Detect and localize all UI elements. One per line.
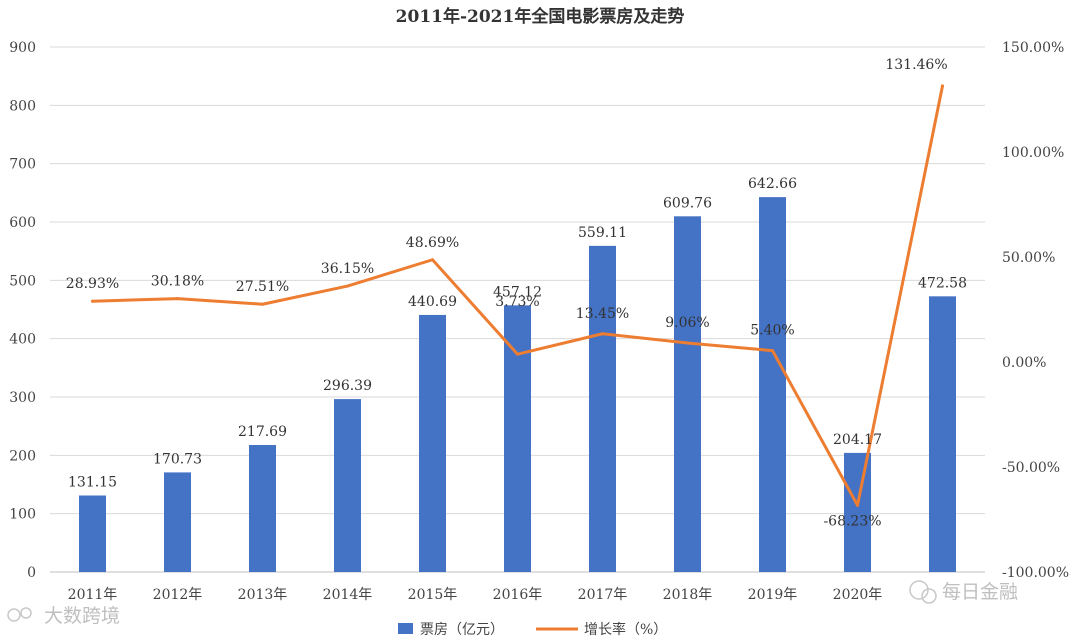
growth-rate-point (601, 332, 604, 336)
x-tick-label: 2019年 (748, 587, 798, 603)
bar-value-label: 217.69 (238, 424, 287, 440)
legend: 票房（亿元） 增长率（%） (398, 621, 667, 638)
growth-rate-label: 9.06% (665, 315, 709, 331)
growth-rate-point (431, 258, 434, 262)
growth-rate-label: 3.73% (495, 294, 539, 310)
y-right-tick-label: 50.00% (1002, 250, 1055, 266)
data-labels: 131.15 170.73 217.69 296.39 440.69 457.12 559.… (66, 57, 967, 529)
line-series (91, 84, 944, 507)
watermark-left-text: 大数跨境 (44, 605, 120, 627)
y-left-tick-label: 200 (9, 448, 36, 464)
bar (929, 296, 956, 572)
watermark-left: 大数跨境 (7, 605, 120, 627)
bar (249, 445, 276, 572)
y-left-tick-label: 100 (9, 507, 36, 523)
growth-rate-label: 28.93% (66, 276, 119, 292)
legend-bar-swatch (398, 623, 413, 634)
y-left-tick-label: 300 (9, 390, 36, 406)
x-tick-label: 2016年 (493, 587, 543, 603)
bar-series (79, 197, 956, 573)
y-left-tick-label: 500 (9, 273, 36, 289)
bar-value-label: 440.69 (408, 294, 457, 310)
x-tick-label: 2020年 (833, 587, 883, 603)
growth-rate-point (771, 349, 774, 353)
bar (844, 452, 871, 572)
watermark-right: 每日金融 (909, 580, 1018, 604)
y-left-tick-label: 800 (9, 98, 36, 114)
growth-rate-point (686, 341, 689, 345)
watermark-left-logo-icon (7, 608, 21, 622)
bar-value-label: 204.17 (833, 432, 882, 448)
y-left-tick-label: 0 (27, 565, 36, 581)
growth-rate-label: 5.40% (750, 323, 794, 339)
bar-value-label: 559.11 (578, 225, 627, 241)
x-tick-label: 2015年 (408, 587, 458, 603)
bar-value-label: 642.66 (748, 176, 797, 192)
x-tick-label: 2018年 (663, 587, 713, 603)
bar (674, 216, 701, 572)
bar-value-label: 131.15 (68, 474, 117, 490)
y-left-tick-label: 600 (9, 215, 36, 231)
bar (79, 495, 106, 572)
axis-tick-labels: 0 100 200 300 400 500 600 700 800 900 -100.00% -50.… (9, 40, 1069, 603)
growth-rate-label: 27.51% (236, 279, 289, 295)
y-right-tick-label: 0.00% (1002, 355, 1046, 371)
y-left-tick-label: 400 (9, 332, 36, 348)
y-right-tick-label: 150.00% (1002, 40, 1064, 56)
bar (164, 472, 191, 572)
bar-value-label: 609.76 (663, 195, 712, 211)
x-tick-label: 2011年 (68, 587, 118, 603)
x-tick-label: 2012年 (153, 587, 203, 603)
y-left-tick-label: 700 (9, 157, 36, 173)
bar-value-label: 296.39 (323, 378, 372, 394)
watermark-left-logo-icon-2 (20, 607, 32, 619)
bar (334, 399, 361, 572)
x-tick-label: 2013年 (238, 587, 288, 603)
wechat-icon-bubble (921, 588, 937, 604)
growth-rate-point (941, 84, 944, 88)
growth-rate-point (176, 297, 179, 301)
legend-bar-label: 票房（亿元） (420, 622, 504, 638)
growth-rate-label: 13.45% (576, 306, 629, 322)
bar-value-label: 170.73 (153, 451, 202, 467)
bar-value-label: 472.58 (918, 275, 967, 291)
growth-rate-label: 36.15% (321, 261, 374, 277)
growth-rate-label: 131.46% (885, 57, 947, 73)
y-right-tick-label: -100.00% (1002, 565, 1069, 581)
growth-rate-label: -68.23% (823, 513, 881, 529)
growth-rate-label: 30.18% (151, 274, 204, 290)
chart-title: 2011年-2021年全国电影票房及走势 (396, 6, 685, 27)
growth-rate-label: 48.69% (406, 235, 459, 251)
bar-value-label: 457.12 (493, 284, 542, 300)
watermark-right-text: 每日金融 (942, 581, 1018, 603)
x-tick-label: 2014年 (323, 587, 373, 603)
x-tick-label: 2017年 (578, 587, 628, 603)
growth-rate-point (516, 352, 519, 356)
growth-rate-point (261, 302, 264, 306)
legend-line-label: 增长率（%） (584, 621, 667, 638)
growth-rate-point (91, 299, 94, 303)
bar (759, 197, 786, 573)
growth-rate-point (856, 503, 859, 507)
y-right-tick-label: -50.00% (1002, 460, 1060, 476)
bar (589, 245, 616, 573)
y-right-tick-label: 100.00% (1002, 145, 1064, 161)
growth-rate-point (346, 284, 349, 288)
wechat-icon (909, 580, 929, 600)
bar (504, 305, 531, 572)
y-left-tick-label: 900 (9, 40, 36, 56)
bar (419, 314, 446, 572)
